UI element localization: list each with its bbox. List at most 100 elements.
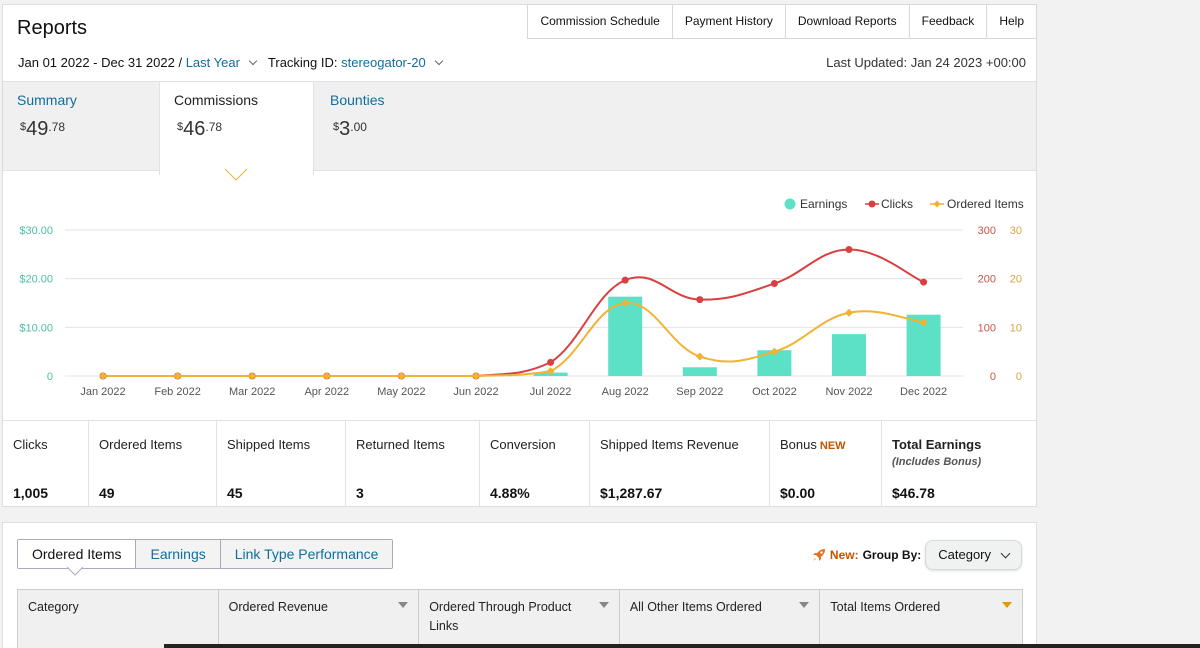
ordered-items-point bbox=[248, 372, 257, 380]
metric-value: 3 bbox=[356, 485, 364, 501]
x-axis-tick-label: Aug 2022 bbox=[602, 386, 649, 398]
group-by-select[interactable]: Category bbox=[925, 540, 1022, 570]
tracking-id-dropdown[interactable]: stereogator-20 bbox=[341, 55, 426, 70]
active-tab-caret-icon bbox=[67, 567, 83, 576]
ordered-items-point bbox=[845, 308, 853, 317]
clicks-point bbox=[770, 280, 778, 288]
metric-label: Shipped Items Revenue bbox=[600, 437, 739, 452]
legend-clicks-label: Clicks bbox=[881, 197, 913, 211]
help-button[interactable]: Help bbox=[986, 5, 1036, 38]
metric-sublabel: (Includes Bonus) bbox=[892, 456, 982, 468]
metric-total-earnings: Total Earnings (Includes Bonus) $46.78 bbox=[882, 421, 1036, 507]
rocket-icon bbox=[812, 549, 825, 561]
legend-clicks-marker bbox=[868, 200, 876, 208]
x-axis-tick-label: Dec 2022 bbox=[900, 386, 947, 398]
ordered-items-point bbox=[770, 347, 779, 356]
clicks-axis-tick-label: 0 bbox=[990, 371, 996, 383]
date-preset-dropdown[interactable]: Last Year bbox=[185, 55, 240, 70]
active-tab-caret-icon bbox=[225, 169, 247, 181]
tab-amount: $49.78 bbox=[20, 118, 66, 140]
x-axis-tick-label: Feb 2022 bbox=[154, 386, 200, 398]
clicks-point bbox=[696, 296, 704, 304]
tab-label: Bounties bbox=[330, 92, 385, 108]
tab-earnings[interactable]: Earnings bbox=[135, 540, 220, 568]
clicks-line bbox=[103, 248, 925, 377]
metric-clicks: Clicks 1,005 bbox=[3, 421, 89, 507]
commission-schedule-button[interactable]: Commission Schedule bbox=[540, 14, 660, 28]
tab-ordered-items[interactable]: Ordered Items bbox=[18, 540, 136, 568]
metric-value: $1,287.67 bbox=[600, 485, 663, 501]
legend-items-marker bbox=[933, 200, 941, 208]
tab-bounties[interactable]: Bounties $3.00 bbox=[316, 82, 471, 172]
ordered-items-point bbox=[173, 372, 182, 380]
metric-label: Bonus NEW bbox=[780, 437, 846, 452]
column-header-ordered-through-links[interactable]: Ordered Through Product Links bbox=[419, 590, 620, 648]
top-nav: Commission Schedule Payment History Down… bbox=[527, 4, 1037, 39]
x-axis-tick-label: Mar 2022 bbox=[229, 386, 275, 398]
tab-link-type-performance[interactable]: Link Type Performance bbox=[219, 540, 393, 568]
ordered-items-point bbox=[322, 372, 331, 380]
page-title: Reports bbox=[17, 17, 88, 39]
summary-tabs: Summary $49.78 Commissions $46.78 Bounti… bbox=[3, 81, 1036, 175]
x-axis-tick-label: Apr 2022 bbox=[304, 386, 349, 398]
clicks-point bbox=[920, 278, 928, 286]
sort-icon[interactable] bbox=[398, 602, 409, 608]
metric-value: 49 bbox=[99, 485, 115, 501]
metric-bonus: Bonus NEW $0.00 bbox=[770, 421, 882, 507]
metrics-row: Clicks 1,005 Ordered Items 49 Shipped It… bbox=[3, 420, 1036, 507]
performance-tabs: Ordered Items Earnings Link Type Perform… bbox=[17, 539, 394, 569]
sort-icon[interactable] bbox=[799, 602, 810, 608]
column-header-total-items[interactable]: Total Items Ordered bbox=[820, 590, 1022, 648]
tab-amount: $3.00 bbox=[333, 118, 367, 140]
metric-label: Shipped Items bbox=[227, 437, 311, 452]
metric-conversion: Conversion 4.88% bbox=[480, 421, 590, 507]
x-axis-tick-label: Jul 2022 bbox=[530, 386, 572, 398]
ordered-items-point bbox=[472, 372, 480, 380]
earnings-bar bbox=[682, 367, 717, 376]
column-header-other-items[interactable]: All Other Items Ordered bbox=[620, 590, 821, 648]
ordered-items-point bbox=[621, 299, 630, 307]
metric-shipped-revenue: Shipped Items Revenue $1,287.67 bbox=[590, 421, 770, 507]
column-header-ordered-revenue[interactable]: Ordered Revenue bbox=[219, 590, 420, 648]
metric-value: 1,005 bbox=[13, 485, 49, 501]
ordered-items-point bbox=[397, 372, 406, 380]
tab-label: Commissions bbox=[174, 92, 259, 108]
chevron-down-icon[interactable] bbox=[248, 56, 258, 66]
legend-earnings-label: Earnings bbox=[800, 197, 847, 211]
group-by-control: New: Group By: Category bbox=[812, 540, 1022, 570]
ordered-items-point bbox=[919, 318, 928, 327]
ordered-items-point bbox=[695, 352, 704, 361]
feedback-button[interactable]: Feedback bbox=[908, 5, 987, 38]
metric-value: $46.78 bbox=[892, 485, 935, 501]
metric-value: 45 bbox=[227, 485, 243, 501]
sort-icon[interactable] bbox=[1002, 602, 1012, 608]
payment-history-button[interactable]: Payment History bbox=[671, 5, 785, 38]
metric-label: Clicks bbox=[13, 437, 48, 452]
x-axis-tick-label: Jan 2022 bbox=[80, 386, 125, 398]
reports-card: Reports Commission Schedule Payment Hist… bbox=[2, 4, 1037, 507]
column-header-category[interactable]: Category bbox=[18, 590, 219, 648]
tab-summary[interactable]: Summary $49.78 bbox=[3, 82, 158, 172]
metric-returned-items: Returned Items 3 bbox=[346, 421, 480, 507]
download-reports-button[interactable]: Download Reports bbox=[784, 5, 909, 38]
x-axis-tick-label: Jun 2022 bbox=[453, 386, 498, 398]
date-range: Jan 01 2022 - Dec 31 2022 / bbox=[18, 55, 183, 70]
left-axis-tick-label: $10.00 bbox=[19, 322, 53, 334]
items-axis-tick-label: 10 bbox=[1010, 322, 1022, 334]
metric-label: Ordered Items bbox=[99, 437, 183, 452]
group-by-value: Category bbox=[938, 547, 991, 562]
metric-label: Returned Items bbox=[356, 437, 445, 452]
performance-card: Ordered Items Earnings Link Type Perform… bbox=[2, 522, 1037, 648]
legend-items-label: Ordered Items bbox=[947, 197, 1024, 211]
x-axis-tick-label: Sep 2022 bbox=[676, 386, 723, 398]
x-axis-tick-label: May 2022 bbox=[377, 386, 425, 398]
left-axis-tick-label: $20.00 bbox=[19, 274, 53, 286]
chevron-down-icon[interactable] bbox=[434, 56, 443, 66]
tab-commissions[interactable]: Commissions $46.78 bbox=[159, 82, 314, 175]
clicks-axis-tick-label: 200 bbox=[978, 274, 996, 286]
clicks-axis-tick-label: 300 bbox=[978, 225, 996, 237]
tracking-id-label: Tracking ID: bbox=[267, 55, 338, 70]
tab-amount: $46.78 bbox=[177, 118, 223, 140]
metric-ordered-items: Ordered Items 49 bbox=[89, 421, 217, 507]
sort-icon[interactable] bbox=[598, 602, 609, 608]
